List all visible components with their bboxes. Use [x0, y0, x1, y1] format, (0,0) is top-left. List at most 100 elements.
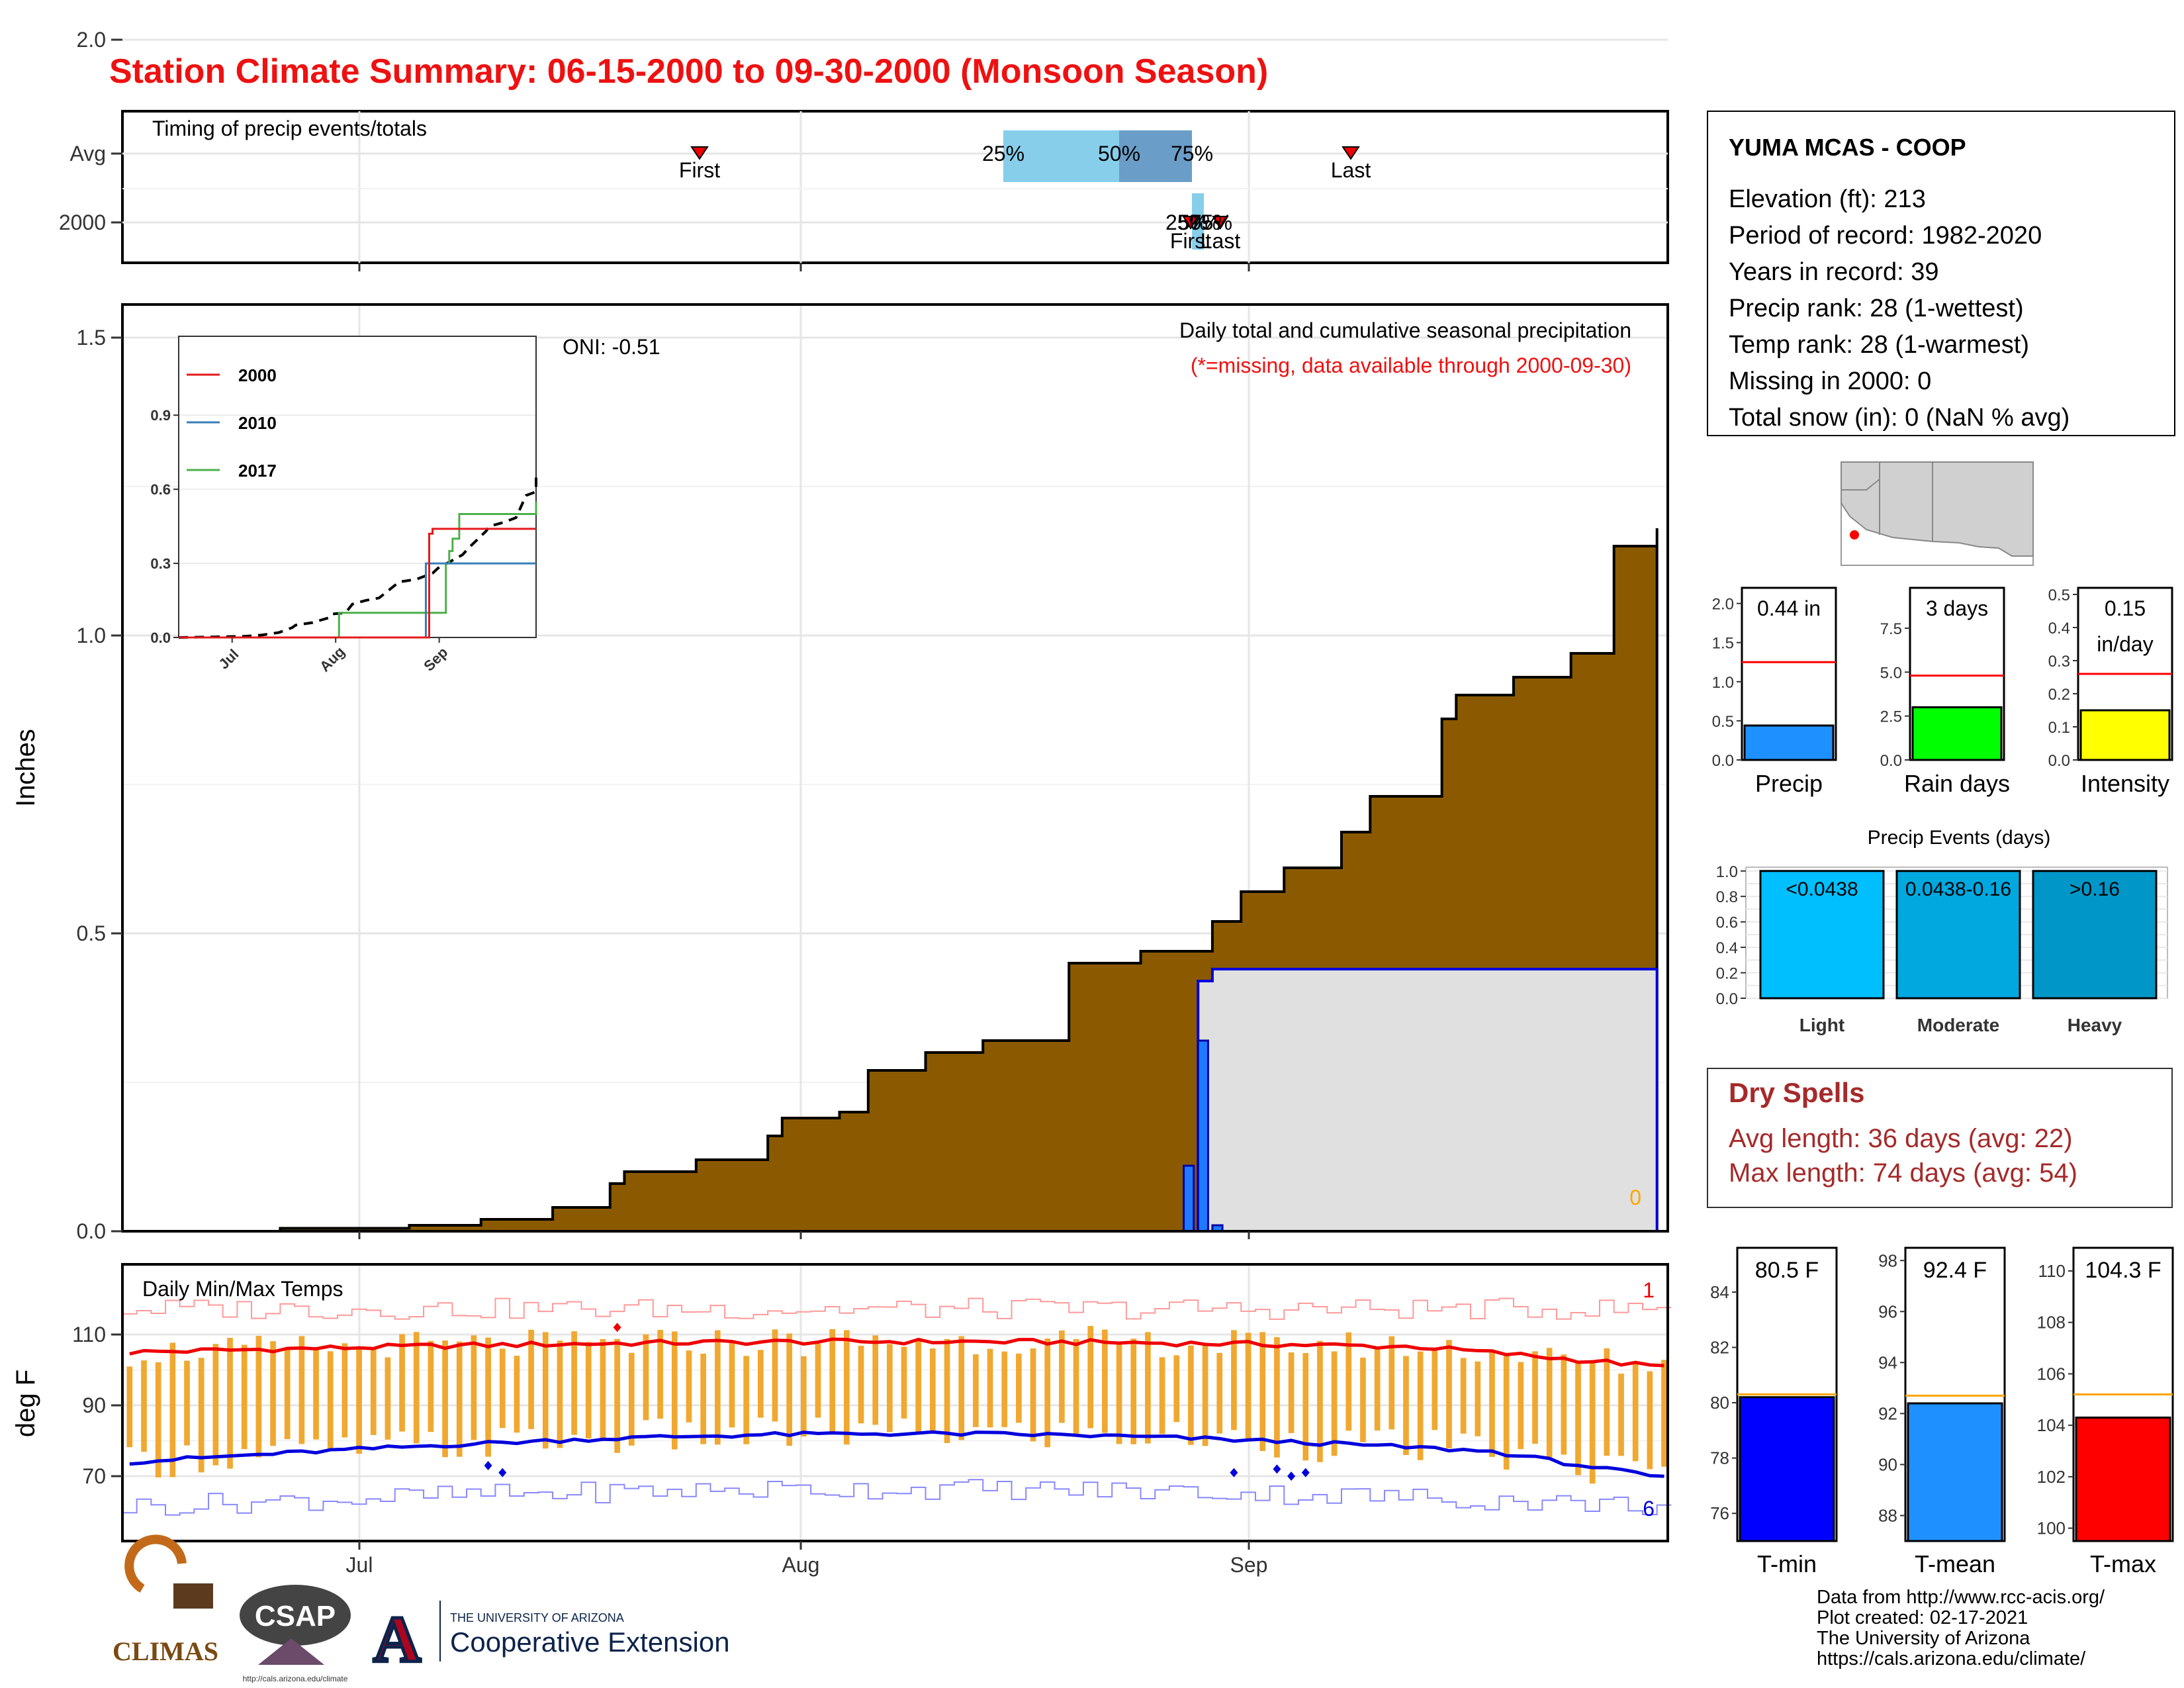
svg-text:A: A	[373, 1603, 421, 1676]
inset-legend-2010: 2010	[238, 413, 277, 433]
record-markers	[484, 1323, 1310, 1481]
temp-bar-ytick-label: 82	[1710, 1337, 1729, 1357]
dry-spells-max: Max length: 74 days (avg: 54)	[1729, 1158, 2077, 1188]
station-name: YUMA MCAS - COOP	[1729, 134, 1966, 161]
event-category-label: Light	[1799, 1015, 1844, 1035]
university-of-arizona-logo: A THE UNIVERSITY OF ARIZONA Cooperative …	[371, 1601, 730, 1678]
temp-bar-ytick-label: 106	[2037, 1364, 2066, 1383]
temp-range-bar	[786, 1333, 792, 1446]
xtick-aug: Aug	[782, 1553, 820, 1577]
record-high-marker	[613, 1323, 621, 1333]
temp-range-bar	[714, 1330, 721, 1445]
credit-line-4: https://cals.arizona.edu/climate/	[1817, 1648, 2086, 1669]
events-ytick-label: 0.8	[1716, 888, 1738, 906]
temp-range-bar	[901, 1346, 907, 1419]
locator-map	[1841, 461, 2034, 566]
credits: Data from http://www.rcc-acis.org/ Plot …	[1817, 1587, 2105, 1669]
temp-range-bar	[1489, 1352, 1495, 1457]
temps-panel: Daily Min/Max Temps 1 6 deg F 70 90 110 Ju…	[11, 1231, 1672, 1577]
event-bar	[2032, 870, 2158, 1000]
temp-range-bar	[571, 1331, 577, 1435]
temp-range-bar	[1317, 1340, 1323, 1462]
temp-range-bar	[772, 1329, 778, 1422]
temp-range-bar	[958, 1336, 965, 1440]
station-period: Period of record: 1982-2020	[1729, 222, 2042, 250]
precip-total-bar-chart: 0.0 0.5 1.0 1.5 2.0 0.44 in Precip	[1712, 586, 1837, 797]
yr-quartile-bar	[1192, 193, 1204, 250]
temp-range-bar	[284, 1347, 291, 1440]
avg-first-marker	[690, 146, 709, 160]
temp-value-bar	[1739, 1396, 1835, 1542]
yr-q50-label: 50%	[1178, 211, 1220, 234]
temp-range-bar	[858, 1346, 864, 1424]
temp-bar-label: T-mean	[1915, 1550, 1995, 1577]
value-label: 0.44 in	[1757, 596, 1821, 620]
event-range-label: <0.0438	[1786, 878, 1858, 900]
credit-line-3: The University of Arizona	[1817, 1628, 2030, 1649]
temp-range-bar	[1388, 1336, 1395, 1430]
temp-bar-ytick-label: 104	[2037, 1415, 2066, 1435]
timing-panel: Timing of precip events/totals Avg 2000 …	[59, 110, 1669, 271]
temp-range-bar	[1417, 1351, 1424, 1460]
temp-value-bar	[1907, 1402, 2003, 1542]
event-category-label: Moderate	[1917, 1015, 1999, 1035]
record-low-marker	[1287, 1472, 1296, 1481]
time-xaxis: Jul Aug Sep	[346, 1231, 1267, 1577]
temp-range-bar	[1661, 1360, 1667, 1467]
temp-range-bar	[643, 1334, 649, 1421]
temp-range-bar	[585, 1342, 592, 1439]
temp-value-label: 104.3 F	[2085, 1258, 2161, 1283]
temps-ytick-label: 110	[72, 1323, 106, 1346]
temp-range-bar	[600, 1338, 606, 1441]
temp-range-bar	[169, 1342, 176, 1477]
station-location-dot	[1850, 530, 1859, 539]
value-bar	[1743, 724, 1835, 761]
temp-range-bar	[1288, 1352, 1295, 1433]
mini-ytick-label: 0.0	[1880, 752, 1902, 770]
temp-range-bar	[1173, 1355, 1180, 1423]
inset-ytick-label: 0.0	[150, 630, 171, 646]
temp-range-bar	[1044, 1338, 1051, 1448]
tmax-bar-chart: 100 102 104 106 108 110 104.3 F T-max	[2037, 1246, 2174, 1577]
temp-range-bar	[399, 1334, 405, 1432]
temp-range-bar	[356, 1346, 362, 1454]
temps-yaxis: 70 90 110	[72, 1323, 122, 1488]
precip-caption: Daily total and cumulative seasonal prec…	[1179, 318, 1631, 342]
temps-ytick-label: 70	[82, 1464, 106, 1488]
avg-min-temp-line	[129, 1430, 1664, 1478]
temp-range-bar	[743, 1356, 749, 1444]
temp-range-bar	[887, 1344, 893, 1432]
temp-range-bar	[471, 1335, 477, 1440]
temp-range-bar	[1632, 1364, 1639, 1462]
temp-bar-ytick-label: 102	[2037, 1467, 2066, 1487]
temps-ylabel: deg F	[11, 1370, 40, 1437]
temp-range-bar	[1245, 1333, 1251, 1441]
mini-ytick-label: 5.0	[1880, 664, 1902, 682]
yr-q75-label: 75%	[1190, 211, 1232, 234]
precip-ytick-label: 1.0	[77, 624, 106, 647]
dry-spells-box: Dry Spells Avg length: 36 days (avg: 22)…	[1707, 1068, 2173, 1208]
temp-bar-ytick-label: 98	[1878, 1250, 1897, 1270]
temps-ytick-label: 90	[82, 1393, 106, 1417]
mini-ytick-label: 0.3	[2048, 653, 2070, 671]
temp-range-bar	[1561, 1354, 1567, 1455]
precip-yaxis: 0.0 0.5 1.0 1.5 2.0	[77, 28, 122, 1243]
temp-range-bar	[872, 1335, 879, 1425]
daily-precip-bar	[1197, 1039, 1209, 1233]
temp-range-bar	[1102, 1329, 1108, 1433]
station-elevation: Elevation (ft): 213	[1729, 185, 1926, 213]
yr-last-label: Last	[1201, 229, 1241, 253]
temp-range-bar	[614, 1338, 620, 1453]
temp-bar-ytick-label: 88	[1878, 1505, 1897, 1525]
temp-range-bar	[1575, 1362, 1581, 1476]
avg-max-temp-line	[129, 1337, 1664, 1368]
temp-range-bar	[428, 1340, 434, 1432]
temp-value-label: 92.4 F	[1923, 1258, 1987, 1283]
temp-range-bar	[1589, 1360, 1596, 1484]
temp-range-bar	[1374, 1348, 1381, 1431]
inset-ytick-label: 0.9	[150, 407, 171, 424]
temp-bar-label: T-max	[2090, 1550, 2156, 1577]
station-snow: Total snow (in): 0 (NaN % avg)	[1729, 404, 2070, 432]
